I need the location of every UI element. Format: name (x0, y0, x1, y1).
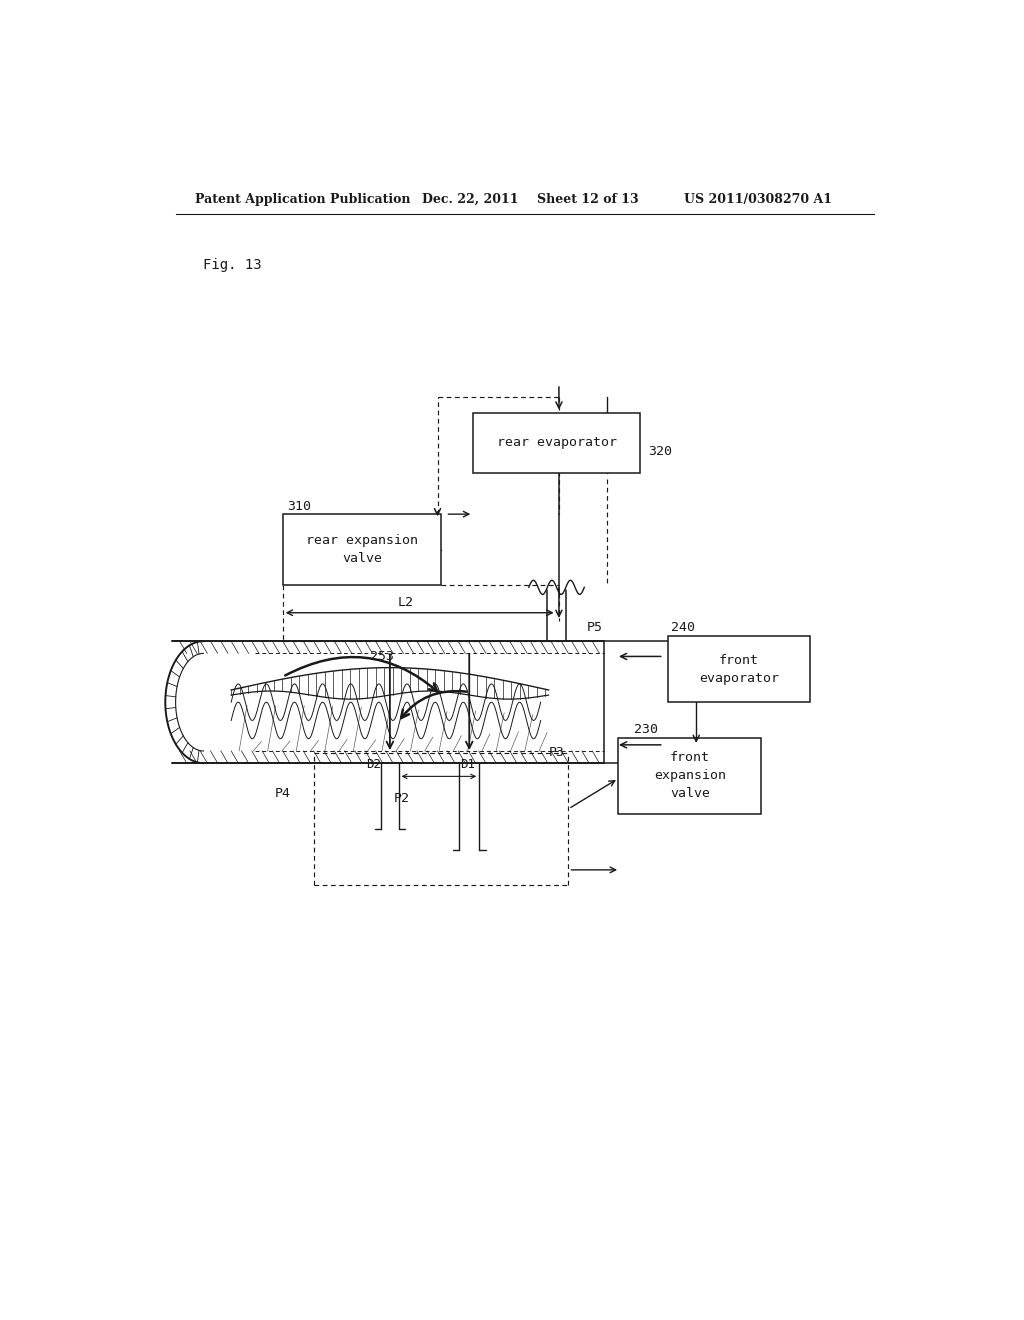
Text: P3: P3 (549, 747, 564, 759)
Text: P2: P2 (394, 792, 410, 805)
Text: rear evaporator: rear evaporator (497, 437, 616, 450)
Bar (668, 636, 811, 702)
Text: Dec. 22, 2011: Dec. 22, 2011 (422, 193, 518, 206)
Text: 320: 320 (648, 445, 673, 458)
Text: 253: 253 (370, 649, 394, 663)
Text: L2: L2 (397, 597, 414, 609)
Text: 230: 230 (634, 723, 658, 737)
Bar (473, 413, 640, 474)
Text: 240: 240 (671, 622, 695, 635)
Text: front
evaporator: front evaporator (699, 653, 779, 685)
Text: Fig. 13: Fig. 13 (204, 259, 262, 272)
Bar (618, 738, 761, 814)
Text: Sheet 12 of 13: Sheet 12 of 13 (537, 193, 638, 206)
Bar (283, 515, 441, 585)
Text: P4: P4 (274, 787, 291, 800)
Text: 310: 310 (287, 499, 310, 512)
Text: US 2011/0308270 A1: US 2011/0308270 A1 (684, 193, 831, 206)
Text: rear expansion
valve: rear expansion valve (306, 535, 418, 565)
Text: P5: P5 (587, 622, 603, 635)
Text: front
expansion
valve: front expansion valve (654, 751, 726, 800)
Text: D1: D1 (460, 758, 475, 771)
Text: Patent Application Publication: Patent Application Publication (196, 193, 411, 206)
Text: D2: D2 (367, 758, 381, 771)
